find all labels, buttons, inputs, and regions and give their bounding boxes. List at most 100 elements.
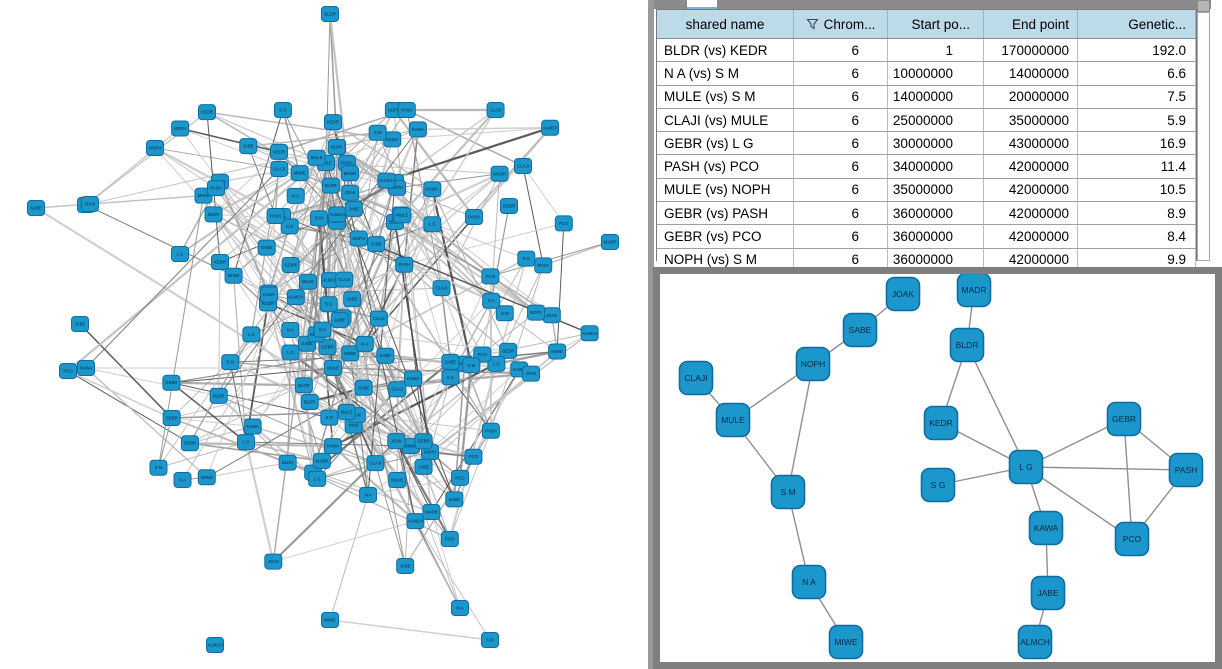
table-cell[interactable]: MULE (vs) NOPH <box>657 178 794 202</box>
network-node[interactable]: N A <box>286 187 305 204</box>
network-node[interactable]: L G <box>1008 449 1044 485</box>
column-header-startpo[interactable]: Start po... <box>888 10 984 38</box>
network-node[interactable]: CLAJI <box>369 310 388 327</box>
network-node[interactable]: CLAJI <box>678 360 714 396</box>
network-node[interactable]: PASH <box>395 256 414 273</box>
network-node[interactable]: PCO <box>59 363 77 379</box>
table-row[interactable]: GEBR (vs) L G 6 30000000 43000000 16.9 <box>657 132 1196 156</box>
table-cell[interactable]: 42000000 <box>984 248 1078 271</box>
network-node[interactable]: L G <box>423 216 442 233</box>
table-cell[interactable]: 6 <box>794 132 888 155</box>
table-cell[interactable]: 6 <box>794 85 888 108</box>
network-node[interactable]: GEBR <box>180 435 199 452</box>
network-node[interactable]: L G <box>237 434 256 451</box>
network-node[interactable]: MULE <box>715 402 751 438</box>
network-edge[interactable] <box>787 363 814 493</box>
network-edge[interactable] <box>1025 466 1187 471</box>
network-node[interactable]: GEBR <box>499 342 518 359</box>
network-node[interactable]: CLAJI <box>514 158 532 174</box>
network-node[interactable]: KAWA <box>404 370 423 387</box>
network-node[interactable]: S M <box>481 632 499 648</box>
network-node[interactable]: PASH <box>206 180 225 197</box>
network-node[interactable]: MIWE <box>548 343 567 360</box>
table-cell[interactable]: 42000000 <box>984 202 1078 225</box>
network-node[interactable]: BLDR <box>300 394 319 411</box>
network-node[interactable]: PASH <box>1168 452 1204 488</box>
network-node[interactable]: MIWE <box>224 267 243 284</box>
network-node[interactable]: CLAJI <box>270 160 289 177</box>
table-cell[interactable]: N A (vs) S M <box>657 62 794 85</box>
filter-funnel-icon[interactable] <box>805 18 819 30</box>
table-cell[interactable]: 5.9 <box>1078 108 1196 132</box>
table-cell[interactable]: 25000000 <box>888 108 984 132</box>
table-scrollbar[interactable] <box>1197 12 1210 261</box>
table-cell[interactable]: 10.5 <box>1078 178 1196 202</box>
network-node[interactable]: MULE <box>307 149 326 166</box>
table-cell[interactable]: 7.5 <box>1078 85 1196 108</box>
scrollbar-up-button[interactable] <box>1197 0 1210 12</box>
network-node[interactable]: KAWA <box>423 181 442 198</box>
network-node[interactable]: N A <box>173 471 192 488</box>
network-node[interactable]: MIWE <box>197 469 216 486</box>
network-node[interactable]: PCO <box>481 268 500 285</box>
table-row[interactable]: MULE (vs) NOPH 6 35000000 42000000 10.5 <box>657 178 1196 203</box>
network-node[interactable]: PASH <box>397 102 416 118</box>
network-node[interactable]: SABE <box>257 239 276 256</box>
network-node[interactable]: S M <box>310 210 329 227</box>
network-node[interactable]: ALMCH <box>541 119 560 136</box>
table-cell[interactable]: 20000000 <box>984 85 1078 108</box>
table-cell[interactable]: 6 <box>794 39 888 62</box>
network-node[interactable]: KEDR <box>204 206 223 223</box>
network-node[interactable]: NOPH <box>349 230 368 247</box>
table-cell[interactable]: 34000000 <box>888 155 984 178</box>
table-cell[interactable]: 192.0 <box>1078 39 1196 62</box>
table-cell[interactable]: 1 <box>888 39 984 62</box>
network-node[interactable]: N A <box>791 564 827 600</box>
network-node[interactable]: KAWA <box>243 418 262 435</box>
network-node[interactable]: PASH <box>481 422 500 439</box>
network-node[interactable]: SABE <box>842 312 878 348</box>
table-cell[interactable]: 42000000 <box>984 155 1078 178</box>
table-row[interactable]: NOPH (vs) S M 6 36000000 42000000 9.9 <box>657 248 1196 271</box>
network-node[interactable]: L G <box>308 470 327 487</box>
network-node[interactable]: BLDR <box>327 138 346 155</box>
network-edge[interactable] <box>966 344 1027 468</box>
network-node[interactable]: JOAK <box>542 307 561 324</box>
table-cell[interactable]: 6 <box>794 202 888 225</box>
network-node[interactable]: PASH <box>534 257 553 274</box>
network-node[interactable]: MADR <box>422 504 441 521</box>
network-node[interactable]: MIWE <box>341 345 360 362</box>
table-cell[interactable]: 6 <box>794 62 888 85</box>
network-node[interactable]: S G <box>441 369 460 386</box>
column-header-chrom[interactable]: Chrom... <box>794 10 888 38</box>
panel-splitter[interactable] <box>648 0 654 669</box>
table-cell[interactable]: NOPH (vs) S M <box>657 248 794 271</box>
network-node[interactable]: JABE <box>414 458 433 475</box>
table-cell[interactable]: 6 <box>794 225 888 248</box>
network-node[interactable]: CLAJI <box>335 271 354 288</box>
network-node[interactable]: MIWE <box>290 165 309 182</box>
network-node[interactable]: SABE <box>376 347 395 364</box>
table-row[interactable]: PASH (vs) PCO 6 34000000 42000000 11.4 <box>657 155 1196 179</box>
network-node[interactable]: PCO <box>451 469 470 486</box>
table-cell[interactable]: 36000000 <box>888 202 984 225</box>
network-node[interactable]: S M <box>462 357 481 374</box>
network-node[interactable]: JOAK <box>341 184 360 201</box>
network-node[interactable]: JABE <box>367 236 386 253</box>
network-node[interactable]: MULE <box>324 360 342 376</box>
network-node[interactable]: SABE <box>445 491 464 508</box>
network-node[interactable]: N A <box>281 322 300 339</box>
table-cell[interactable]: PASH (vs) PCO <box>657 155 794 178</box>
network-node[interactable]: L G <box>171 246 189 262</box>
network-node[interactable]: MULE <box>388 472 407 489</box>
table-row[interactable]: BLDR (vs) KEDR 6 1 170000000 192.0 <box>657 39 1196 63</box>
network-node[interactable]: PCO <box>554 215 573 232</box>
table-cell[interactable]: GEBR (vs) L G <box>657 132 794 155</box>
network-node[interactable]: JABE <box>71 316 89 332</box>
network-node[interactable]: JOAK <box>80 196 99 213</box>
table-cell[interactable]: 10000000 <box>888 62 984 85</box>
table-cell[interactable]: GEBR (vs) PCO <box>657 225 794 248</box>
network-node[interactable]: GEBR <box>1106 401 1142 437</box>
network-node[interactable]: ALMCH <box>580 325 599 342</box>
network-node[interactable]: BLDR <box>209 387 228 404</box>
